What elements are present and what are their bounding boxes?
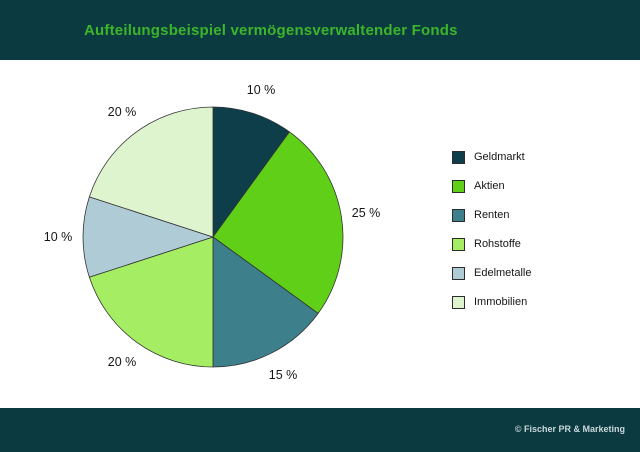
legend-item-renten: Renten (452, 208, 612, 222)
pie-slice-label-immobilien: 20 % (107, 105, 137, 119)
pie-slice-edelmetalle (82, 196, 214, 278)
pie-slice-label-geldmarkt: 10 % (246, 83, 276, 97)
legend-swatch-edelmetalle (452, 266, 465, 280)
legend-label-aktien: Aktien (474, 180, 505, 192)
legend-label-rohstoffe: Rohstoffe (474, 238, 521, 250)
pie-slice-rohstoffe (88, 236, 214, 368)
legend-item-geldmarkt: Geldmarkt (452, 150, 612, 164)
legend-label-immobilien: Immobilien (474, 296, 528, 308)
pie-slice-renten (212, 236, 319, 368)
legend: Geldmarkt Aktien Renten Rohstoffe Edelmetall… (452, 150, 612, 325)
chart-title: Aufteilungsbeispiel vermögensverwaltende… (84, 22, 458, 39)
pie-slice-aktien (212, 131, 344, 314)
pie-slice-label-edelmetalle: 10 % (43, 230, 73, 244)
header: Aufteilungsbeispiel vermögensverwaltende… (0, 0, 640, 60)
legend-label-renten: Renten (474, 209, 510, 221)
footer-credit: © Fischer PR & Marketing (514, 424, 625, 434)
legend-swatch-rohstoffe (452, 237, 465, 251)
pie-chart (82, 106, 344, 368)
pie-slice-geldmarkt (212, 106, 290, 238)
legend-swatch-aktien (452, 179, 465, 193)
pie-slice-label-aktien: 25 % (351, 206, 381, 220)
chart-area: 10 % 25 % 15 % 20 % 10 % 20 % Geldmarkt Aktien… (0, 60, 640, 408)
legend-item-edelmetalle: Edelmetalle (452, 266, 612, 280)
pie-slice-immobilien (88, 106, 214, 238)
legend-label-edelmetalle: Edelmetalle (474, 267, 532, 279)
legend-swatch-immobilien (452, 295, 465, 309)
legend-label-geldmarkt: Geldmarkt (474, 151, 525, 163)
pie-slice-label-renten: 15 % (268, 368, 298, 382)
legend-swatch-renten (452, 208, 465, 222)
pie-slice-label-rohstoffe: 20 % (107, 355, 137, 369)
legend-item-rohstoffe: Rohstoffe (452, 237, 612, 251)
footer: © Fischer PR & Marketing (0, 408, 640, 452)
legend-item-aktien: Aktien (452, 179, 612, 193)
legend-item-immobilien: Immobilien (452, 295, 612, 309)
legend-swatch-geldmarkt (452, 150, 465, 164)
